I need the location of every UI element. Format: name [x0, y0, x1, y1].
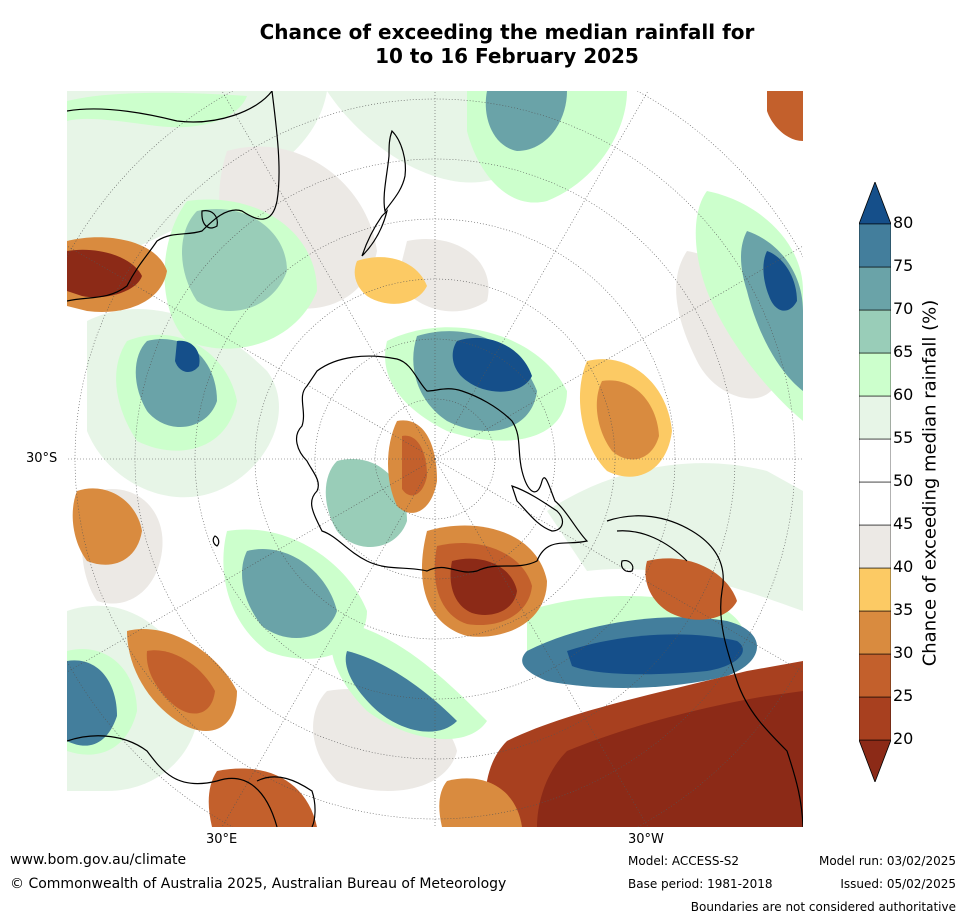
colorbar-tick-label: 30: [893, 643, 914, 662]
colorbar-bin: [859, 223, 891, 268]
colorbar-bin: [859, 653, 891, 698]
colorbar: [859, 182, 891, 782]
colorbar-tick-label: 75: [893, 256, 914, 275]
colorbar-tick-label: 50: [893, 471, 914, 490]
footer-model-run: Model run: 03/02/2025: [818, 854, 956, 868]
colorbar-bin: [859, 610, 891, 655]
colorbar-tick-label: 45: [893, 514, 914, 533]
antarctic-peninsula: [511, 485, 564, 532]
footer-copyright: © Commonwealth of Australia 2025, Austra…: [10, 876, 507, 892]
falklands: [620, 560, 634, 573]
southern-africa-land: [256, 776, 316, 827]
colorbar-tick-label: 70: [893, 299, 914, 318]
colorbar-tick-label: 60: [893, 385, 914, 404]
tasmania: [201, 210, 218, 229]
title-line-2: 10 to 16 February 2025: [375, 44, 639, 68]
footer-issued: Issued: 05/02/2025: [840, 877, 956, 891]
colorbar-bin: [859, 352, 891, 397]
new-zealand-coastline: [383, 129, 407, 213]
footer-model: Model: ACCESS-S2: [628, 854, 740, 868]
colorbar-tick-label: 65: [893, 342, 914, 361]
south-america-coastline: [606, 515, 803, 827]
colorbar-tick-label: 55: [893, 428, 914, 447]
australia-coastline: [67, 91, 280, 302]
colorbar-bin: [859, 309, 891, 354]
title-line-1: Chance of exceeding the median rainfall …: [259, 20, 755, 44]
longitude-label-30e: 30°E: [206, 832, 238, 847]
polar-map: [67, 91, 803, 827]
new-zealand-south-island: [361, 209, 389, 257]
latitude-label-30s: 30°S: [26, 451, 58, 466]
colorbar-tick-label: 40: [893, 557, 914, 576]
dry-anomaly: [67, 91, 803, 827]
antarctica-coastline: [295, 355, 589, 573]
footer-base-period: Base period: 1981-2018: [628, 877, 773, 891]
longitude-label-30w: 30°W: [628, 832, 664, 847]
colorbar-extension-low: [859, 739, 891, 782]
colorbar-tick-label: 35: [893, 600, 914, 619]
wet-anomaly-strong: [175, 251, 797, 688]
colorbar-bin: [859, 395, 891, 440]
colorbar-bin: [859, 438, 891, 483]
colorbar-bin: [859, 567, 891, 612]
footer-url: www.bom.gov.au/climate: [10, 852, 187, 868]
colorbar-bin: [859, 481, 891, 526]
colorbar-tick-label: 80: [893, 213, 914, 232]
colorbar-bin: [859, 696, 891, 741]
colorbar-tick-label: 20: [893, 729, 914, 748]
footer-disclaimer: Boundaries are not considered authoritat…: [690, 900, 956, 914]
graticule: [67, 91, 803, 827]
colorbar-bin: [859, 524, 891, 569]
colorbar-tick-label: 25: [893, 686, 914, 705]
coastlines: [67, 91, 803, 827]
map-canvas: [67, 91, 803, 827]
map-title: Chance of exceeding the median rainfall …: [0, 20, 965, 68]
colorbar-extension-high: [859, 182, 891, 225]
madagascar-tip: [212, 535, 220, 547]
africa-coastline: [67, 735, 278, 827]
colorbar-bin: [859, 266, 891, 311]
colorbar-label: Chance of exceeding median rainfall (%): [919, 299, 941, 667]
